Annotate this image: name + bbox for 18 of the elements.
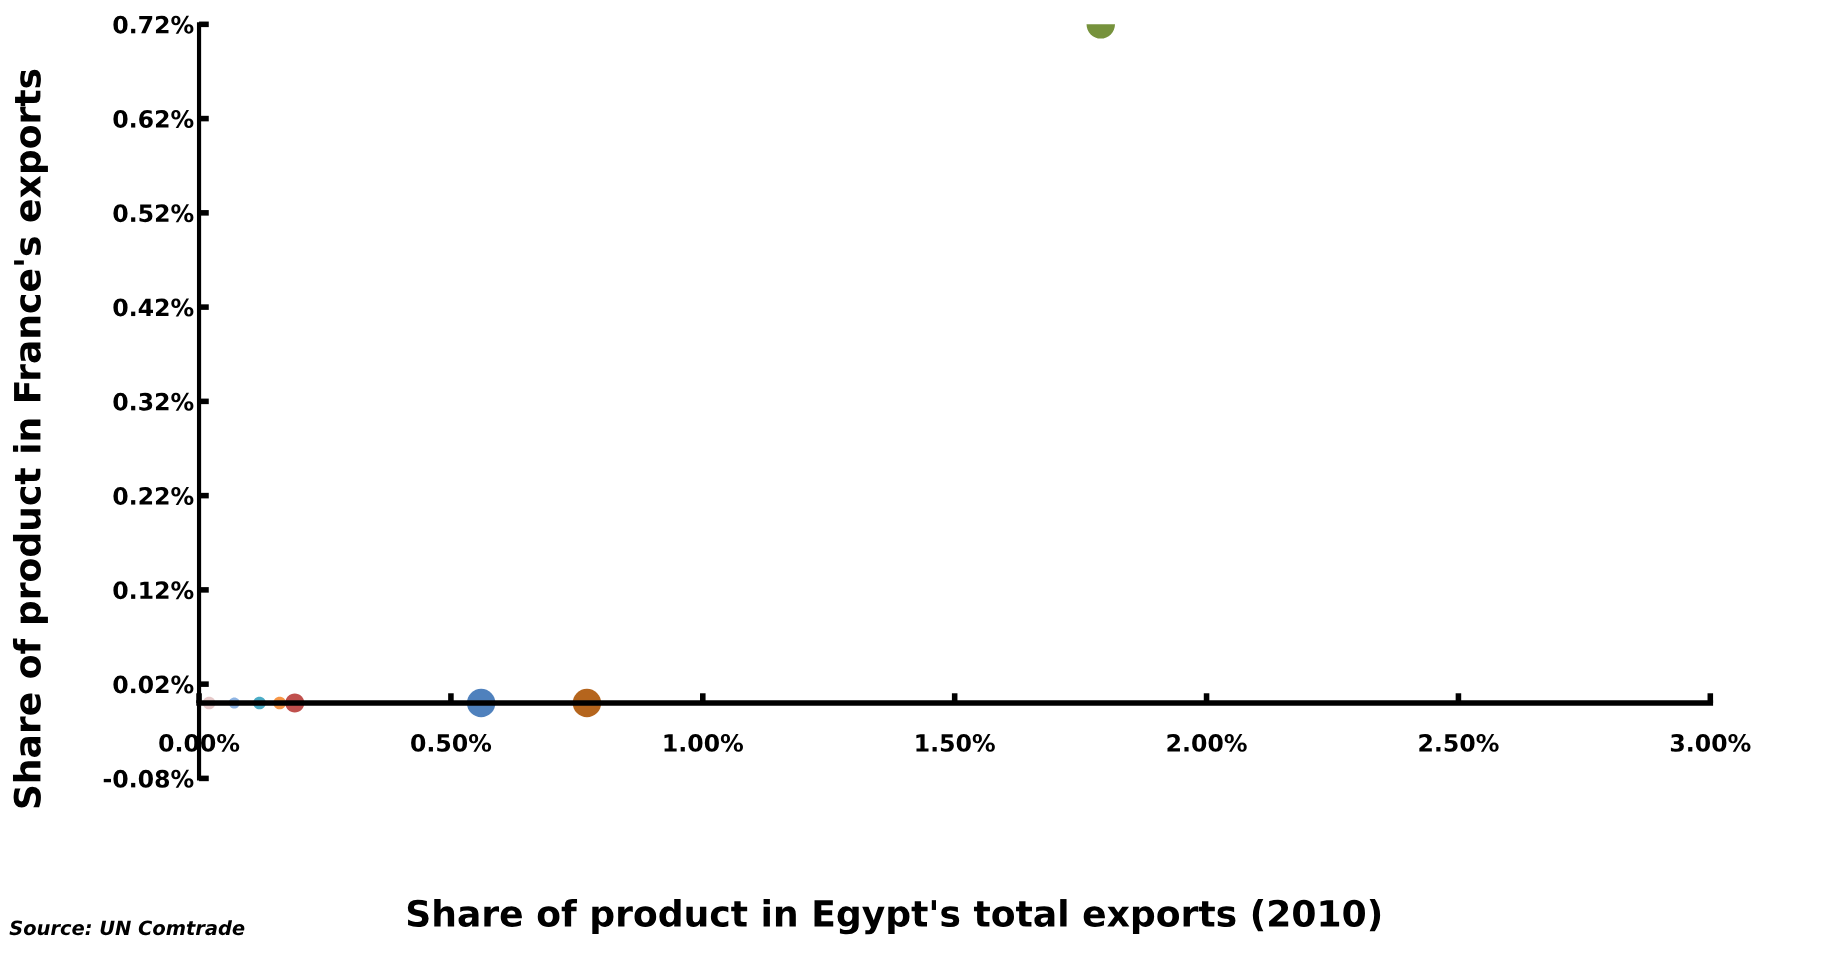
source-note: Source: UN Comtrade <box>9 920 245 936</box>
x-tick-label: 3.00% <box>1670 733 1751 752</box>
y-tick-label: 0.42% <box>113 298 194 317</box>
x-axis-title: Share of product in Egypt's total exports (2010) <box>407 899 1381 935</box>
y-tick-label: 0.52% <box>113 204 194 223</box>
y-axis-title: Share of product in France's exports <box>12 69 48 808</box>
y-tick-label: 0.12% <box>113 581 194 600</box>
y-tick-label: -0.08% <box>103 769 194 788</box>
y-tick-label: 0.32% <box>113 392 194 411</box>
y-tick-label: 0.02% <box>113 675 194 694</box>
y-tick-label: 0.72% <box>113 15 194 34</box>
x-tick-label: 0.50% <box>411 733 492 752</box>
x-tick-label: 2.50% <box>1419 733 1499 752</box>
y-tick-label: 0.62% <box>113 110 194 128</box>
y-tick-label: 0.22% <box>113 487 194 505</box>
x-tick-label: 1.50% <box>916 733 995 752</box>
x-tick-label: 2.00% <box>1167 733 1247 752</box>
x-tick-label: 1.00% <box>664 733 743 752</box>
